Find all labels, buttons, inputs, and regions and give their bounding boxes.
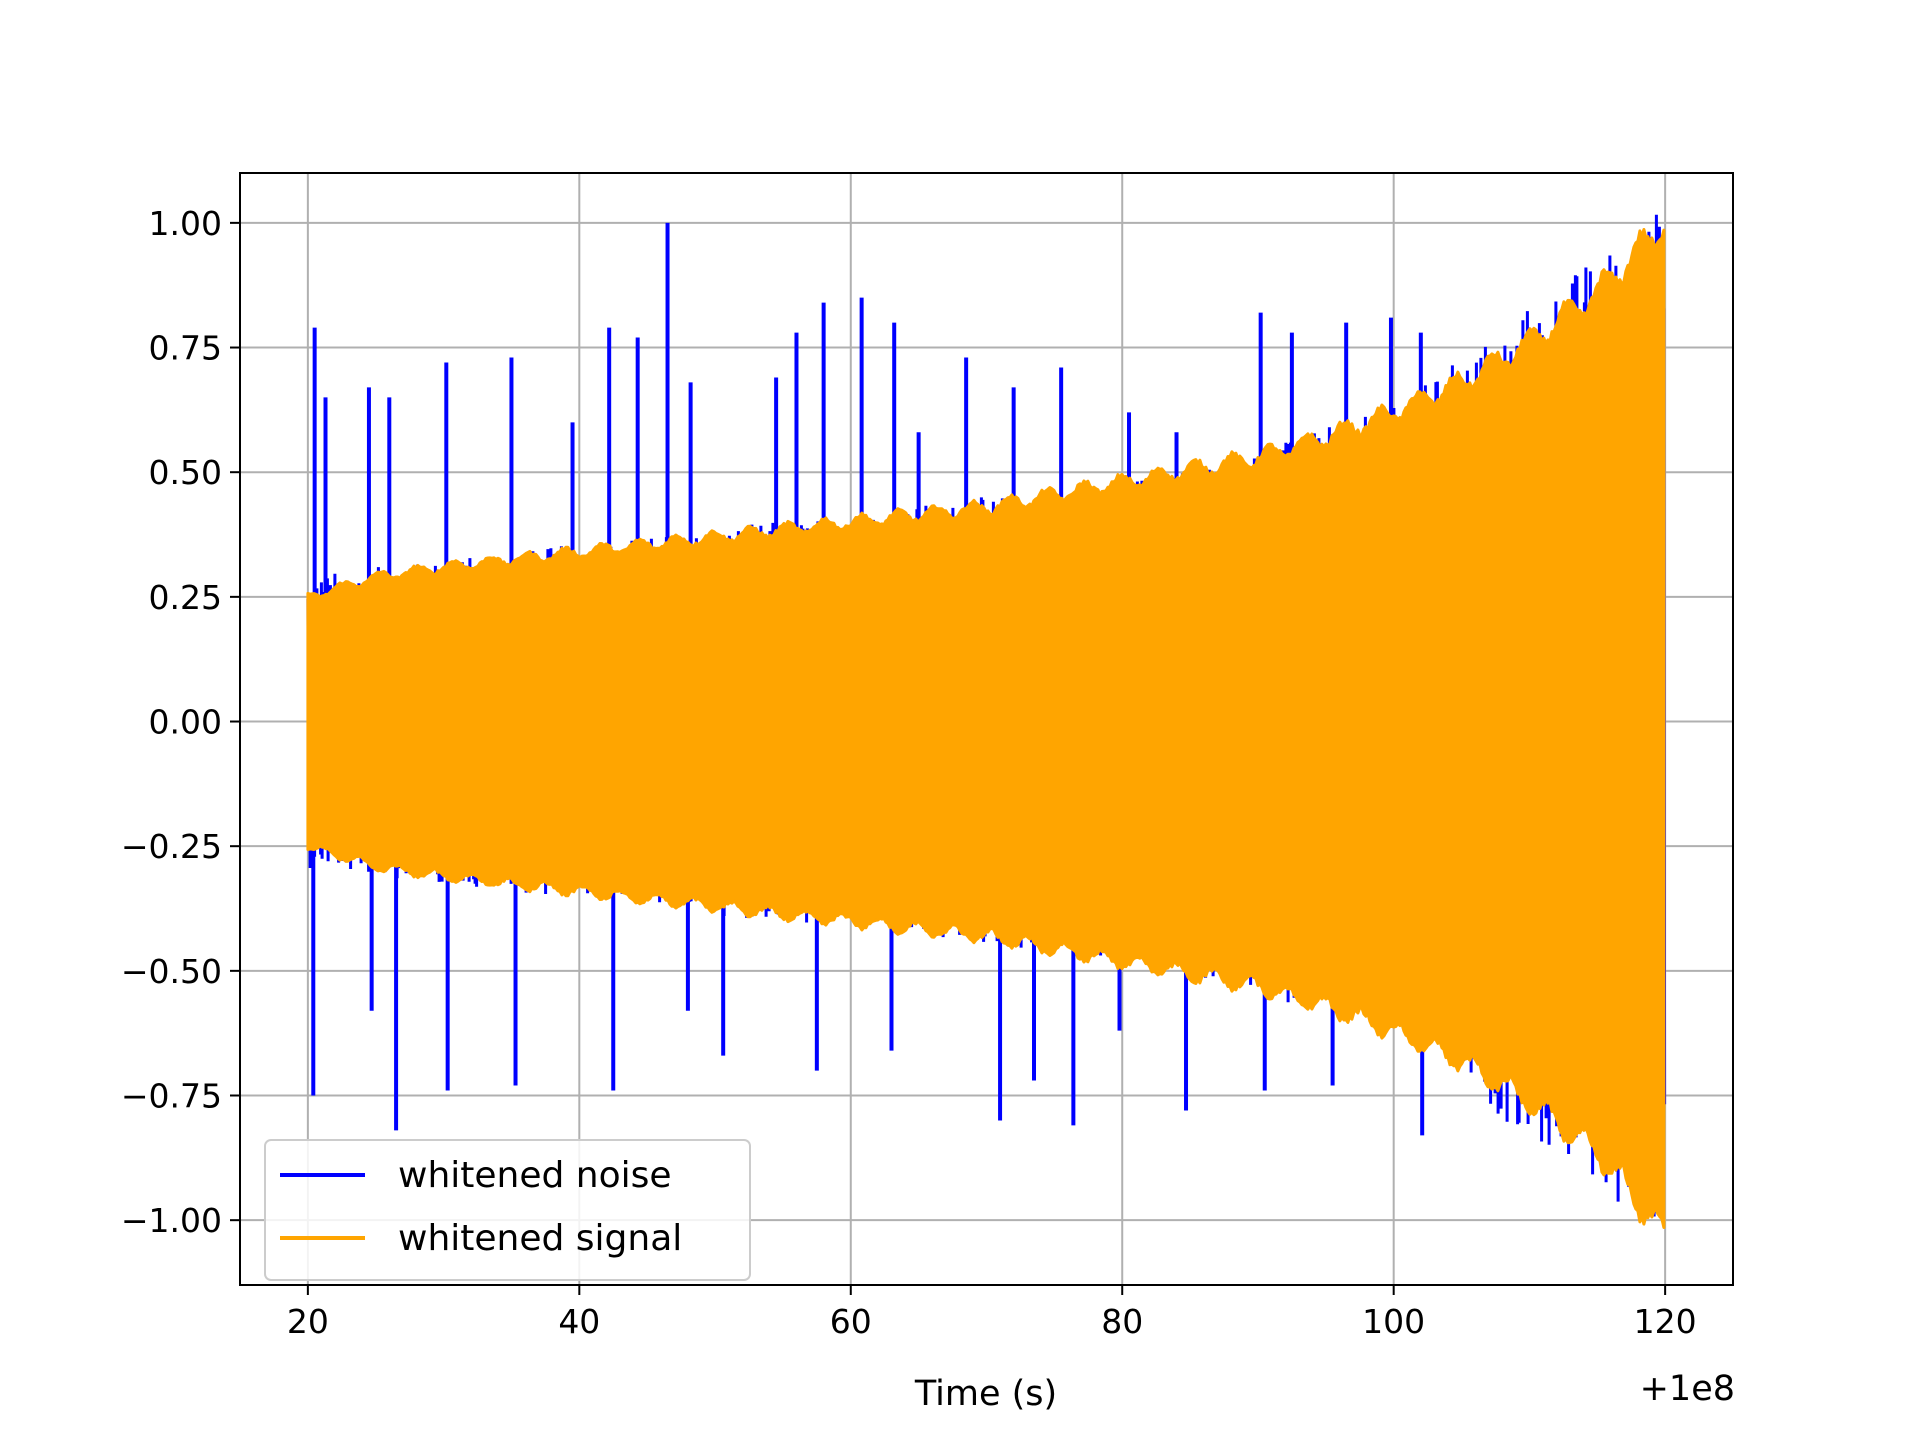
y-tick-label: 0.25 (149, 578, 222, 617)
ticks: 20 40 60 80 100 120 1.00 0.75 0.50 0.25 0.00 −0.25 −… (121, 204, 1697, 1341)
y-tick-label: −1.00 (121, 1201, 222, 1240)
legend-label-1: whitened signal (398, 1218, 682, 1259)
y-tick-label: 0.75 (149, 329, 222, 368)
x-tick-label: 60 (830, 1302, 872, 1341)
y-tick-label: −0.25 (121, 827, 222, 866)
x-axis-title: Time (s) (914, 1374, 1057, 1414)
plot-area-frame (239, 172, 1734, 1286)
legend-label-0: whitened noise (398, 1155, 672, 1196)
x-tick-label: 40 (558, 1302, 600, 1341)
x-offset-label: +1e8 (1640, 1369, 1735, 1409)
y-tick-label: −0.50 (121, 952, 222, 991)
legend-box (264, 1139, 751, 1281)
x-tick-label: 20 (287, 1302, 329, 1341)
x-tick-label: 100 (1362, 1302, 1425, 1341)
series-whitened-signal (306, 228, 1666, 1229)
legend: whitened noise whitened signal (264, 1139, 751, 1281)
x-tick-label: 80 (1101, 1302, 1143, 1341)
series-layer (306, 214, 1667, 1229)
y-tick-label: 0.50 (149, 453, 222, 492)
x-tick-label: 120 (1634, 1302, 1697, 1341)
y-tick-label: −0.75 (121, 1077, 222, 1116)
y-tick-label: 1.00 (149, 204, 222, 243)
y-tick-label: 0.00 (149, 703, 222, 742)
